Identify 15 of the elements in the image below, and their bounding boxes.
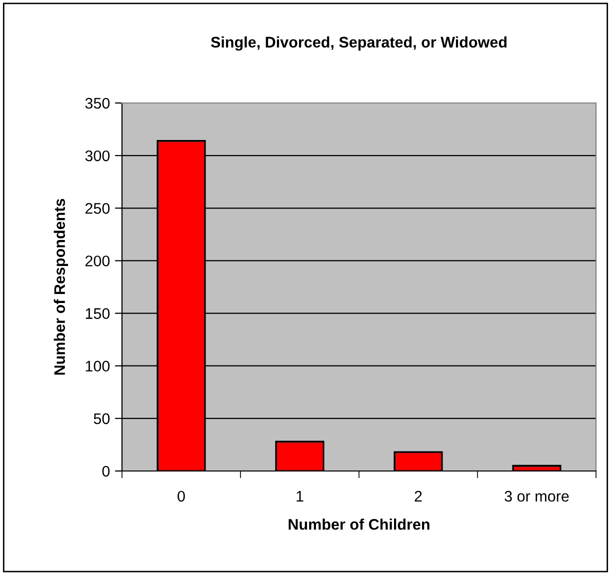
y-tick-label: 350 xyxy=(85,98,110,109)
y-tick-label: 250 xyxy=(85,203,110,214)
x-tick-label: 3 or more xyxy=(504,490,569,502)
y-tick-label: 200 xyxy=(85,256,110,266)
y-tick-label: 150 xyxy=(86,308,110,319)
y-tick-label: 50 xyxy=(94,413,110,424)
y-tick-label: 300 xyxy=(85,150,110,162)
x-tick-label: 2 xyxy=(414,490,422,502)
y-axis-title: Number of Respondents xyxy=(54,198,68,375)
y-tick-label: 100 xyxy=(86,360,110,372)
x-tick-label: 1 xyxy=(296,491,304,502)
x-tick-label: 0 xyxy=(178,490,185,502)
x-axis-title: Number of Children xyxy=(288,518,430,530)
y-tick-label: 0 xyxy=(102,466,110,477)
chart-title: Single, Divorced, Separated, or Widowed xyxy=(210,36,506,51)
